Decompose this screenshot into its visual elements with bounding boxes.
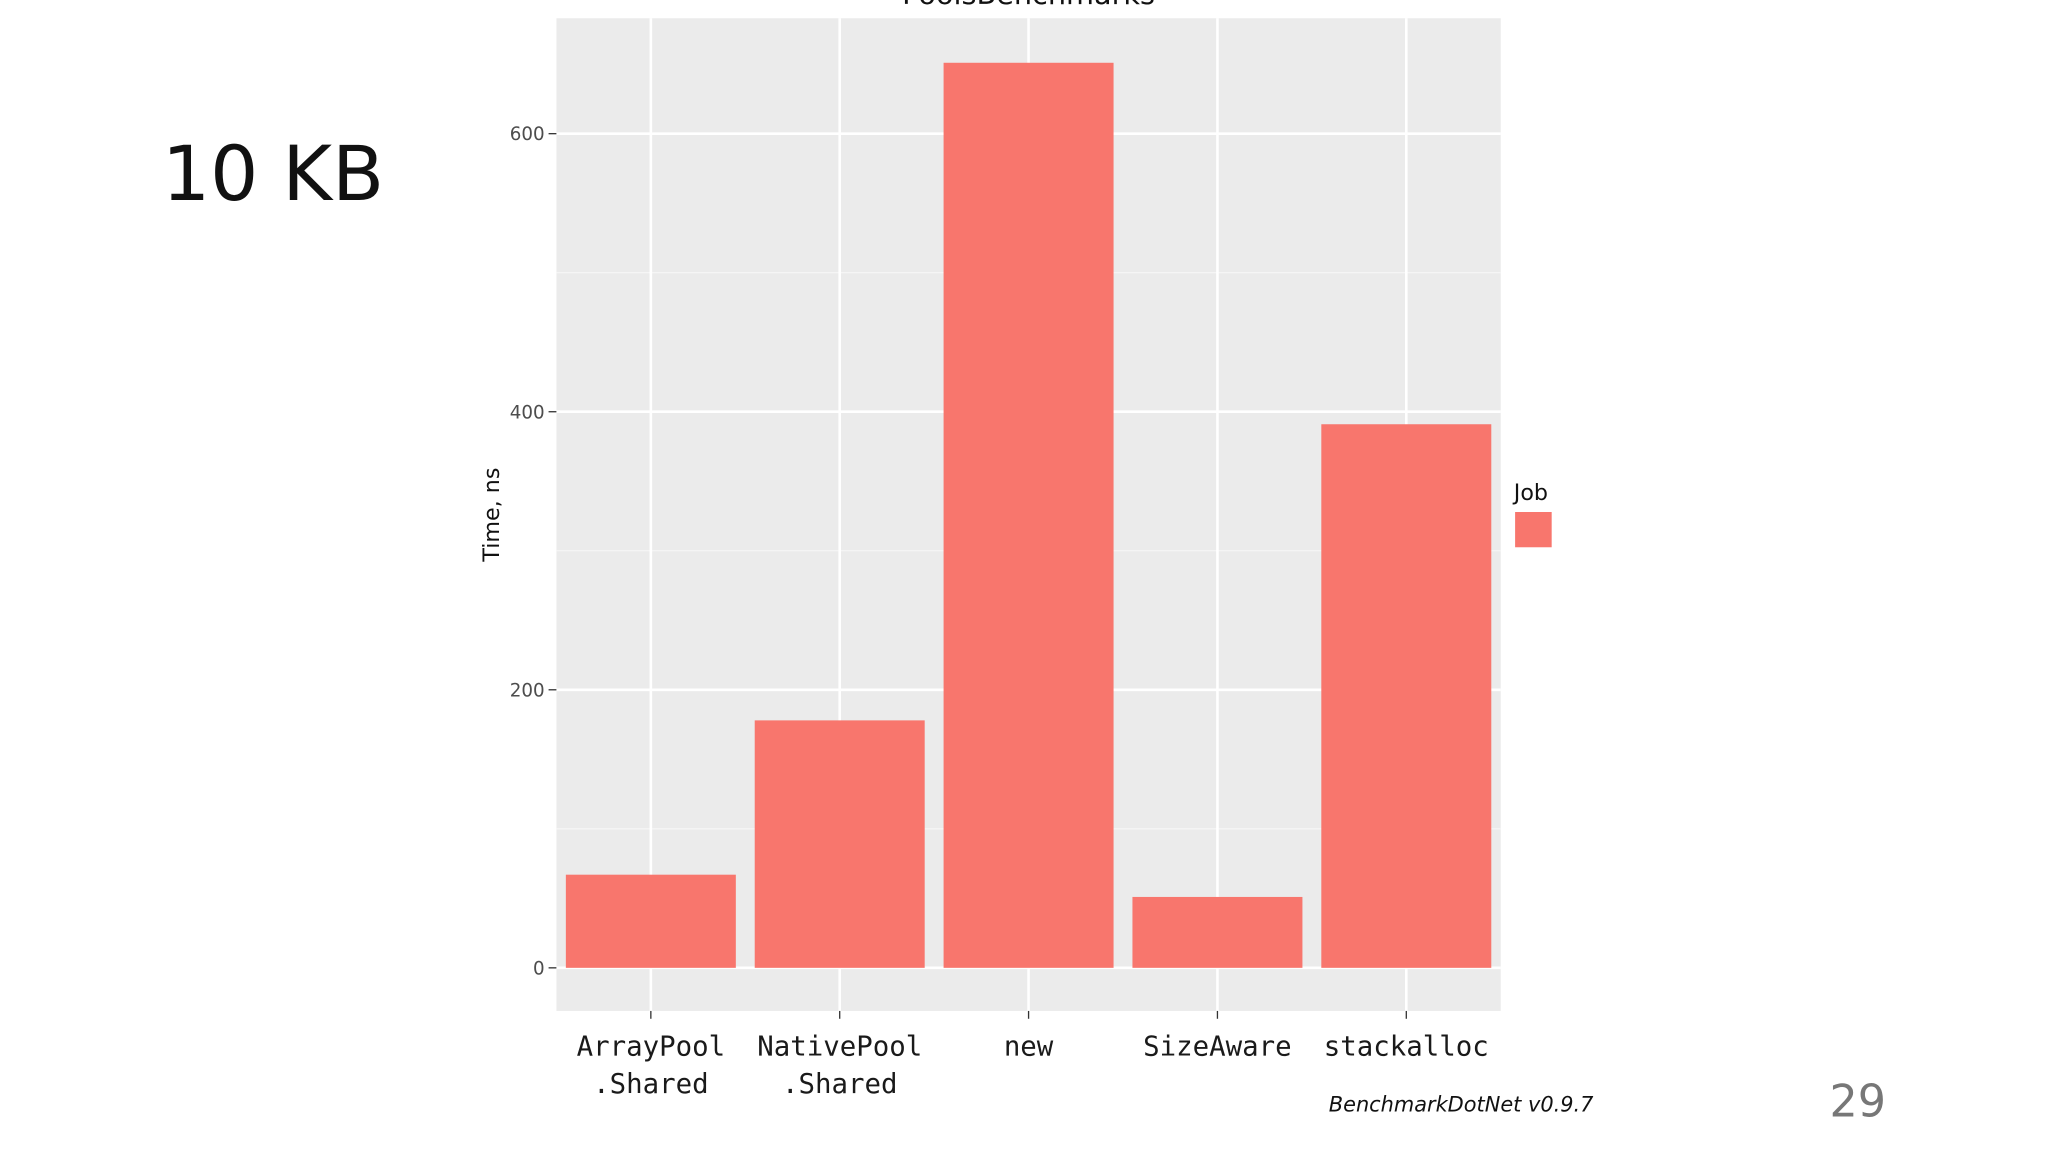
chart-title: PoolsBenchmarks	[902, 0, 1155, 11]
x-tick-label: NativePool .Shared	[757, 1031, 922, 1100]
x-tick-label: SizeAware	[1143, 1031, 1292, 1062]
legend-title: Job	[1512, 480, 1548, 506]
bar	[565, 874, 736, 968]
x-tick-label: new	[1004, 1031, 1054, 1062]
x-tick-label: stackalloc	[1324, 1031, 1489, 1062]
y-tick-label: 400	[510, 402, 545, 423]
x-tick-label-line: NativePool	[757, 1031, 922, 1062]
x-tick-label-line: new	[1004, 1031, 1054, 1062]
bar	[1132, 896, 1303, 968]
y-tick-label: 0	[533, 958, 545, 979]
slide-title: 10 KB	[162, 130, 384, 218]
legend-key	[1515, 512, 1552, 548]
bar	[943, 62, 1114, 968]
y-tick-label: 600	[510, 124, 545, 145]
x-tick-label-line: SizeAware	[1143, 1031, 1292, 1062]
y-axis-label: Time, ns	[479, 468, 505, 563]
bar	[754, 720, 925, 968]
x-tick-label-line: .Shared	[593, 1069, 708, 1100]
y-tick-label: 200	[510, 680, 545, 701]
x-tick-label: ArrayPool .Shared	[577, 1031, 725, 1100]
x-tick-label-line: ArrayPool	[577, 1031, 725, 1062]
x-tick-label-line: stackalloc	[1324, 1031, 1489, 1062]
bar	[1321, 424, 1492, 968]
page-number: 29	[1830, 1077, 1887, 1128]
x-tick-label-line: .Shared	[782, 1069, 898, 1100]
plot: PoolsBenchmarks 0 200 400 600 ArrayPool .Share…	[479, 0, 1594, 1117]
caption: BenchmarkDotNet v0.9.7	[1329, 1093, 1594, 1117]
